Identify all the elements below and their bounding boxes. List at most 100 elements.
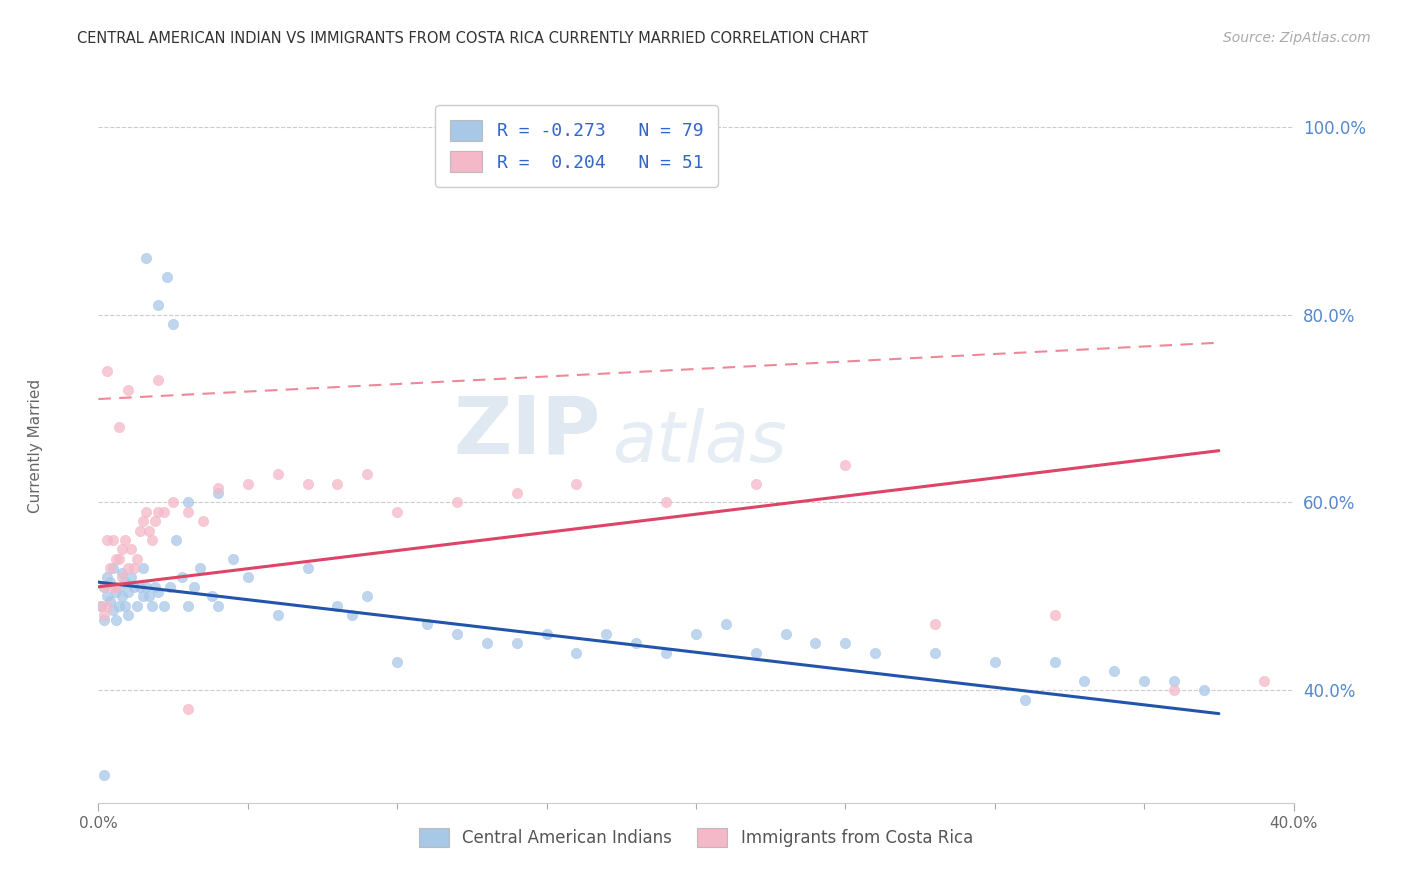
Point — [775, 627, 797, 641]
Point — [96, 533, 118, 547]
Point — [114, 599, 136, 613]
Point — [1043, 607, 1066, 622]
Point — [148, 298, 170, 312]
Point — [111, 570, 134, 584]
Point — [111, 589, 134, 603]
Point — [924, 617, 946, 632]
Point — [132, 561, 155, 575]
Point — [685, 627, 707, 641]
Point — [834, 636, 856, 650]
Point — [120, 570, 142, 584]
Point — [326, 476, 349, 491]
Point — [108, 599, 131, 613]
Point — [117, 383, 139, 397]
Text: Source: ZipAtlas.com: Source: ZipAtlas.com — [1223, 31, 1371, 45]
Point — [385, 655, 409, 669]
Point — [236, 570, 259, 584]
Point — [103, 561, 125, 575]
Point — [1163, 683, 1185, 698]
Point — [655, 495, 678, 509]
Point — [111, 542, 134, 557]
Point — [117, 561, 139, 575]
Point — [191, 514, 214, 528]
Point — [127, 599, 149, 613]
Point — [924, 646, 946, 660]
Point — [159, 580, 181, 594]
Point — [207, 486, 229, 500]
Point — [222, 551, 245, 566]
Point — [446, 495, 468, 509]
Point — [135, 505, 157, 519]
Point — [117, 584, 139, 599]
Text: ZIP: ZIP — [453, 392, 600, 471]
Point — [111, 566, 134, 580]
Point — [143, 514, 166, 528]
Point — [103, 533, 125, 547]
Point — [138, 524, 160, 538]
Point — [536, 627, 558, 641]
Point — [96, 364, 118, 378]
Point — [416, 617, 439, 632]
Point — [153, 505, 176, 519]
Point — [124, 561, 146, 575]
Text: atlas: atlas — [613, 408, 787, 477]
Point — [120, 542, 142, 557]
Point — [475, 636, 498, 650]
Point — [172, 570, 194, 584]
Point — [506, 486, 529, 500]
Point — [297, 476, 319, 491]
Point — [595, 627, 617, 641]
Point — [236, 476, 259, 491]
Point — [132, 589, 155, 603]
Point — [108, 580, 131, 594]
Y-axis label: Currently Married: Currently Married — [28, 379, 42, 513]
Point — [356, 467, 378, 482]
Point — [177, 495, 200, 509]
Point — [148, 584, 170, 599]
Point — [183, 580, 205, 594]
Point — [177, 599, 200, 613]
Point — [93, 580, 115, 594]
Point — [98, 594, 122, 608]
Point — [626, 636, 648, 650]
Point — [342, 607, 364, 622]
Point — [177, 505, 200, 519]
Point — [141, 533, 163, 547]
Point — [326, 599, 349, 613]
Point — [804, 636, 827, 650]
Point — [446, 627, 468, 641]
Point — [297, 561, 319, 575]
Point — [1192, 683, 1215, 698]
Point — [108, 551, 131, 566]
Point — [103, 603, 125, 617]
Point — [141, 599, 163, 613]
Point — [207, 599, 229, 613]
Point — [1014, 692, 1036, 706]
Point — [207, 481, 229, 495]
Point — [148, 373, 170, 387]
Point — [655, 646, 678, 660]
Point — [177, 702, 200, 716]
Legend: Central American Indians, Immigrants from Costa Rica: Central American Indians, Immigrants fro… — [408, 816, 984, 859]
Point — [385, 505, 409, 519]
Point — [506, 636, 529, 650]
Point — [745, 476, 768, 491]
Point — [98, 575, 122, 590]
Point — [1163, 673, 1185, 688]
Point — [105, 551, 128, 566]
Point — [1253, 673, 1275, 688]
Point — [143, 580, 166, 594]
Point — [356, 589, 378, 603]
Point — [103, 580, 125, 594]
Point — [1043, 655, 1066, 669]
Point — [1133, 673, 1156, 688]
Point — [162, 495, 184, 509]
Point — [834, 458, 856, 472]
Point — [129, 524, 152, 538]
Point — [565, 646, 588, 660]
Point — [148, 505, 170, 519]
Point — [96, 570, 118, 584]
Point — [129, 580, 152, 594]
Point — [124, 580, 146, 594]
Point — [138, 589, 160, 603]
